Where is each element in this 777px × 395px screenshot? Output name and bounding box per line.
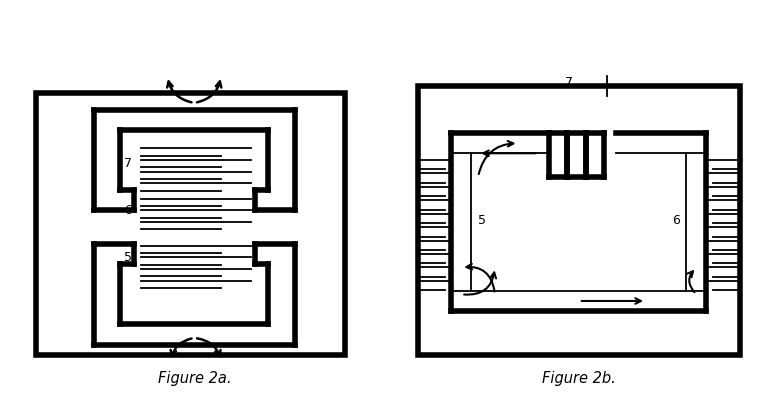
Text: 6: 6 xyxy=(124,204,132,217)
Text: 7: 7 xyxy=(124,157,132,170)
Bar xyxy=(37,93,345,355)
Text: Figure 2b.: Figure 2b. xyxy=(542,371,615,386)
Text: 5: 5 xyxy=(478,214,486,227)
Text: 7: 7 xyxy=(565,76,573,89)
Text: Figure 2a.: Figure 2a. xyxy=(158,371,231,386)
Text: 5: 5 xyxy=(124,251,132,264)
Text: 6: 6 xyxy=(671,214,680,227)
Bar xyxy=(418,86,740,355)
